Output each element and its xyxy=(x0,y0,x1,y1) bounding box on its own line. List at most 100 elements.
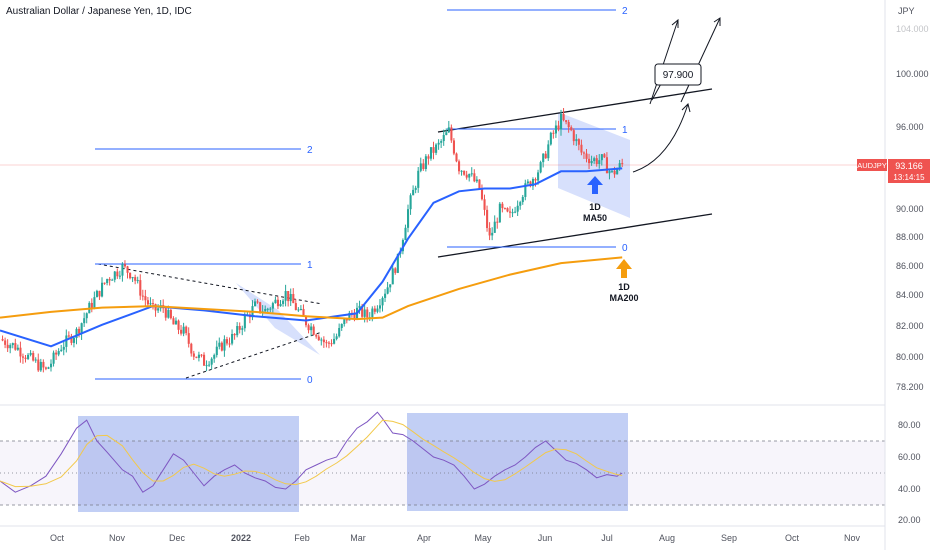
chart-title: Australian Dollar / Japanese Yen, 1D, ID… xyxy=(6,6,192,17)
candle-body xyxy=(547,144,550,159)
candle-body xyxy=(264,308,267,312)
candle-body xyxy=(562,114,565,121)
candle-body xyxy=(424,156,427,169)
candle-body xyxy=(116,271,119,277)
candle-body xyxy=(542,153,545,163)
candle-body xyxy=(118,275,121,277)
price-tag-value: 93.166 xyxy=(895,161,923,171)
candle-body xyxy=(531,179,535,187)
candle-body xyxy=(167,309,170,318)
candle-body xyxy=(208,364,211,366)
candle-body xyxy=(363,309,366,317)
projection-line-1-head xyxy=(671,18,679,28)
candle-body xyxy=(218,342,221,347)
candle-body xyxy=(134,277,137,281)
candle-body xyxy=(358,305,361,308)
candle-body xyxy=(488,228,491,236)
candle-body xyxy=(146,300,149,305)
price-tag xyxy=(888,159,930,183)
projection-arrows xyxy=(632,17,721,173)
fib-a-2-label: 2 xyxy=(307,145,313,156)
candle-body xyxy=(67,335,70,337)
candle-body xyxy=(129,272,132,279)
time-tick-nov: Nov xyxy=(109,533,126,543)
candle-body xyxy=(29,352,32,355)
candle-body xyxy=(101,282,104,297)
candle-body xyxy=(598,160,601,165)
candle-body xyxy=(412,189,415,196)
candle-body xyxy=(463,170,466,175)
candle-body xyxy=(317,336,320,341)
price-tick-1: 96.000 xyxy=(896,122,924,132)
time-axis: Oct Nov Dec 2022 Feb Mar Apr May Jun Jul… xyxy=(0,525,885,543)
candle-body xyxy=(282,300,285,304)
candle-body xyxy=(575,139,578,142)
candle-body xyxy=(47,367,50,369)
candle-body xyxy=(174,320,178,325)
candle-body xyxy=(557,125,560,130)
rsi-ma-line xyxy=(0,419,623,488)
moving-averages xyxy=(0,167,623,348)
candle-body xyxy=(582,152,586,154)
candle-body xyxy=(60,349,63,352)
candle-body xyxy=(560,114,563,130)
candle-body xyxy=(338,327,341,337)
candle-body xyxy=(460,170,463,172)
candle-body xyxy=(62,346,65,350)
candle-body xyxy=(414,187,417,190)
time-tick-oct2: Oct xyxy=(785,533,800,543)
candle-body xyxy=(27,354,30,359)
price-tick-0: 100.000 xyxy=(896,69,929,79)
projection-curve xyxy=(632,103,689,173)
candle-body xyxy=(588,158,591,164)
time-tick-mar: Mar xyxy=(350,533,366,543)
price-axis-bg xyxy=(885,0,932,550)
candle-body xyxy=(190,343,193,354)
candle-body xyxy=(585,153,588,159)
rsi-lines xyxy=(0,411,623,493)
candle-body xyxy=(616,169,619,175)
candle-body xyxy=(21,356,25,358)
candle-body xyxy=(554,125,557,134)
candle-body xyxy=(442,135,445,142)
candle-body xyxy=(24,357,27,359)
candle-body xyxy=(450,127,453,141)
candle-body xyxy=(361,305,364,317)
candle-body xyxy=(113,271,116,280)
candle-body xyxy=(468,173,471,178)
fib-levels: 2 1 0 2 1 0 xyxy=(95,6,628,386)
candle-body xyxy=(259,302,262,312)
candle-body xyxy=(549,132,552,145)
candle-body xyxy=(65,335,68,347)
candle-body xyxy=(396,253,399,273)
candle-body xyxy=(292,294,295,304)
candle-body xyxy=(269,308,272,310)
price-tick-top-0: 104.000 xyxy=(896,24,929,34)
pattern-lines xyxy=(97,88,713,379)
candle-body xyxy=(386,287,389,294)
candle-body xyxy=(514,211,517,213)
symbol-name-tag xyxy=(857,159,887,171)
projection-curve-head xyxy=(681,103,691,113)
candle-body xyxy=(307,325,310,331)
candle-body xyxy=(225,339,229,344)
candle-body xyxy=(195,356,198,358)
time-tick-aug: Aug xyxy=(659,533,675,543)
candle-body xyxy=(621,163,624,165)
candle-body xyxy=(327,342,331,344)
candle-body xyxy=(475,179,478,182)
candle-body xyxy=(511,212,514,214)
price-tick-7: 84.000 xyxy=(896,290,924,300)
price-tick-5: 88.000 xyxy=(896,232,924,242)
symbol-tag[interactable]: AUDJPY 93.166 13:14:15 xyxy=(857,159,930,183)
candle-body xyxy=(429,147,433,159)
candle-body xyxy=(121,264,124,276)
candle-body xyxy=(19,347,22,357)
candle-body xyxy=(483,199,486,210)
time-tick-2022: 2022 xyxy=(231,533,251,543)
candle-body xyxy=(213,355,216,359)
candle-body xyxy=(348,312,351,321)
candle-body xyxy=(200,354,203,356)
